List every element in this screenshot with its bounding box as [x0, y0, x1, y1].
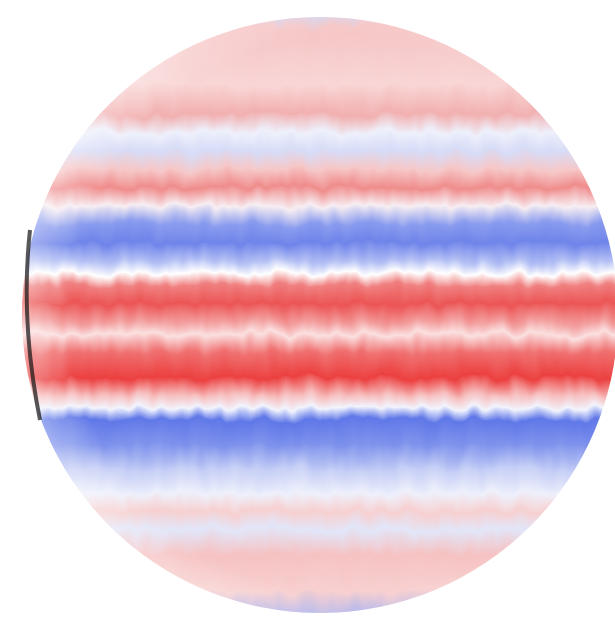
limb-shadow	[24, 229, 42, 421]
sphere	[22, 17, 615, 613]
limb	[22, 17, 615, 613]
